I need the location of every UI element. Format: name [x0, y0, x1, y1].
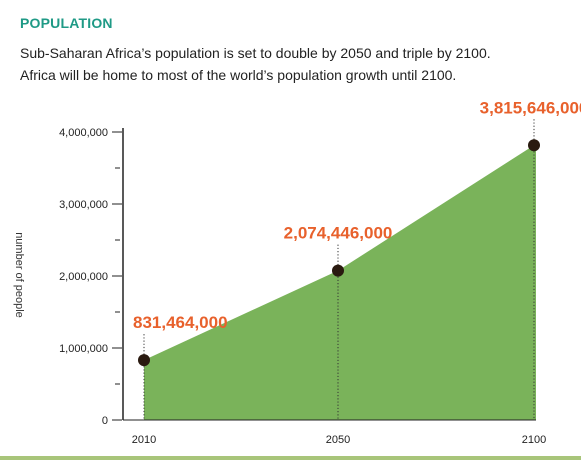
- data-label: 3,815,646,000: [480, 98, 581, 117]
- y-tick-label: 3,000,000: [59, 199, 108, 211]
- y-tick-label: 4,000,000: [59, 127, 108, 139]
- chart-description: Sub-Saharan Africa’s population is set t…: [20, 42, 570, 86]
- data-label: 2,074,446,000: [284, 224, 393, 243]
- description-line-1: Sub-Saharan Africa’s population is set t…: [20, 45, 491, 61]
- chart-heading: POPULATION: [20, 15, 113, 31]
- x-tick-label: 2050: [326, 434, 350, 446]
- data-point: [528, 139, 540, 152]
- y-axis-label: number of people: [13, 232, 25, 318]
- area-fill: [144, 145, 536, 420]
- x-tick-label: 2010: [132, 434, 156, 446]
- data-marks: 831,464,000 2010 2,074,446,000 2050 3,815,64…: [132, 98, 581, 446]
- y-tick-label: 1,000,000: [59, 343, 108, 355]
- bottom-rule: [0, 456, 581, 460]
- area-layer: [144, 145, 536, 420]
- description-line-2: Africa will be home to most of the world…: [20, 67, 457, 83]
- x-tick-label: 2100: [522, 434, 546, 446]
- y-axis: 0 1,000,000 2,000,000 3,000,000 4,000,000: [59, 127, 536, 427]
- data-label: 831,464,000: [133, 313, 228, 332]
- data-point: [332, 264, 344, 277]
- y-tick-label: 0: [102, 415, 108, 427]
- data-point: [138, 354, 150, 367]
- y-tick-label: 2,000,000: [59, 271, 108, 283]
